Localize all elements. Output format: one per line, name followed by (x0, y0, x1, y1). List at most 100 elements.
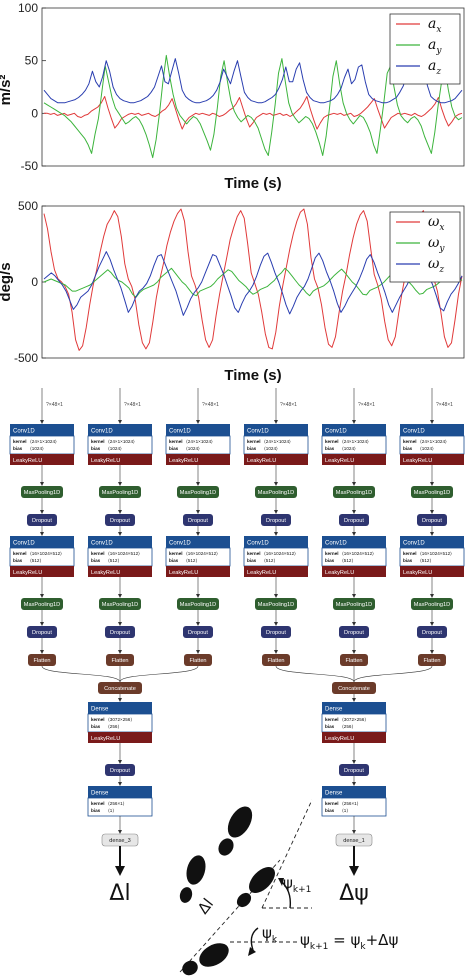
leakyrelu-block (88, 454, 152, 465)
maxpooling-a-6-label: MaxPooling1D (414, 490, 450, 496)
conv1d-a-5-kernel-value: ⟨24×1×1024⟩ (342, 439, 369, 444)
concatenate-left (98, 682, 142, 694)
gyro-y-tick-label: 500 (18, 199, 38, 213)
conv1d-a-6-kernel-label: kernel (403, 439, 417, 444)
dense-hidden-left-kernel-label: kernel (91, 717, 105, 722)
result-arrowhead (349, 866, 359, 876)
conv1d-a-6-bias-value: ⟨1024⟩ (420, 446, 434, 451)
dropout-a-4-label: Dropout (266, 518, 286, 524)
conv1d-a-3-title: Conv1D (169, 429, 191, 435)
dropout-a-4 (261, 514, 291, 526)
equation-part: = ψ (328, 931, 360, 949)
concatenate-left-label: Concatenate (104, 686, 136, 692)
leakyrelu-block (166, 566, 230, 577)
conv1d-a-4-bias-value: ⟨1024⟩ (264, 446, 278, 451)
psi-k1-label: ψk+1 (283, 874, 311, 895)
conv1d-b-6-bias-value: ⟨512⟩ (420, 558, 431, 563)
leakyrelu-block (400, 566, 464, 577)
dropout-a-6 (417, 514, 447, 526)
dropout-b-1 (27, 626, 57, 638)
maxpooling-a-1 (21, 486, 63, 498)
dense-out-left-bias-value: ⟨1⟩ (108, 808, 114, 813)
dropout-b-4-label: Dropout (266, 630, 286, 636)
conv1d-b-5-kernel-value: ⟨16×1024×512⟩ (342, 551, 374, 556)
gyro-chart: 500 0 -500 deg/s Time (s) ωx ωy ωz (0, 199, 465, 384)
accel-legend-label: ax (428, 16, 441, 35)
maxpooling-a-3 (177, 486, 219, 498)
dropout-b-6-label: Dropout (422, 630, 442, 636)
result-arrowhead (115, 866, 125, 876)
leakyrelu-block (322, 732, 386, 743)
conv1d-a-1-kernel-label: kernel (13, 439, 27, 444)
dense-hidden-right-header (322, 702, 386, 714)
arrowhead (352, 594, 356, 598)
maxpooling-b-2 (99, 598, 141, 610)
accel-y-axis-label: m/s² (0, 75, 14, 106)
conv1d-b-1-bias-value: ⟨512⟩ (30, 558, 41, 563)
dense-out-left-title: Dense (91, 791, 109, 797)
gyro-legend-label: ωx (428, 214, 445, 233)
dropout-a-1-label: Dropout (32, 518, 52, 524)
maxpooling-a-5-label: MaxPooling1D (336, 490, 372, 496)
arrowhead (118, 650, 122, 654)
conv1d-a-1-bias-value: ⟨1024⟩ (30, 446, 44, 451)
arrowhead (430, 594, 434, 598)
equation-part: +Δψ (366, 931, 399, 949)
arrowhead (40, 532, 44, 536)
leakyrelu-label: LeakyReLU (169, 458, 198, 464)
leakyrelu-block (10, 454, 74, 465)
dense-out-left-kernel-value: ⟨256×1⟩ (108, 801, 125, 806)
conv1d-b-3-bias-value: ⟨512⟩ (186, 558, 197, 563)
conv1d-a-4-title: Conv1D (247, 429, 269, 435)
dense-out-right-title: Dense (325, 791, 343, 797)
angle-arc-k (250, 927, 259, 951)
dense-out-left-header (88, 786, 152, 798)
input-shape-label: ?×48×1 (124, 402, 141, 408)
conv1d-b-6-title: Conv1D (403, 541, 425, 547)
heading-line-k1 (261, 799, 313, 909)
dense-out-right-header (322, 786, 386, 798)
leakyrelu-block (322, 566, 386, 577)
conv1d-b-5-bias-label: bias (325, 558, 335, 563)
conv1d-b-1-kernel-label: kernel (13, 551, 27, 556)
arrowhead (430, 510, 434, 514)
leakyrelu-block (244, 454, 308, 465)
maxpooling-b-6 (411, 598, 453, 610)
result-left: Δl (109, 881, 130, 906)
angle-arrow-k (248, 947, 256, 956)
input-shape-label: ?×48×1 (436, 402, 453, 408)
dropout-b-5 (339, 626, 369, 638)
dropout-b-5-label: Dropout (344, 630, 364, 636)
dropout-b-4 (261, 626, 291, 638)
conv1d-b-4-title: Conv1D (247, 541, 269, 547)
arrowhead (352, 622, 356, 626)
arrowhead (118, 594, 122, 598)
conv1d-b-5-bias-value: ⟨512⟩ (342, 558, 353, 563)
arrowhead (430, 622, 434, 626)
arrowhead (40, 622, 44, 626)
conv1d-b-4-header (244, 536, 308, 548)
conv1d-b-4-kernel-value: ⟨16×1024×512⟩ (264, 551, 296, 556)
maxpooling-a-6 (411, 486, 453, 498)
accel-y-tick-label: 0 (31, 106, 38, 120)
arrowhead (274, 594, 278, 598)
output-node-left-label: dense_3 (109, 838, 130, 844)
flatten-2 (106, 654, 134, 666)
conv1d-a-5-title: Conv1D (325, 429, 347, 435)
leakyrelu-label: LeakyReLU (403, 570, 432, 576)
arrowhead (118, 698, 122, 702)
arrowhead (274, 420, 278, 424)
conv1d-b-3-kernel-label: kernel (169, 551, 183, 556)
dense-hidden-right-kernel-label: kernel (325, 717, 339, 722)
conv1d-a-2-bias-value: ⟨1024⟩ (108, 446, 122, 451)
arrowhead (118, 510, 122, 514)
conv1d-a-1-kernel-value: ⟨24×1×1024⟩ (30, 439, 57, 444)
maxpooling-b-2-label: MaxPooling1D (102, 602, 138, 608)
gyro-series-x-line (43, 208, 463, 351)
maxpooling-a-4 (255, 486, 297, 498)
arrowhead (40, 594, 44, 598)
arrowhead (118, 830, 122, 834)
